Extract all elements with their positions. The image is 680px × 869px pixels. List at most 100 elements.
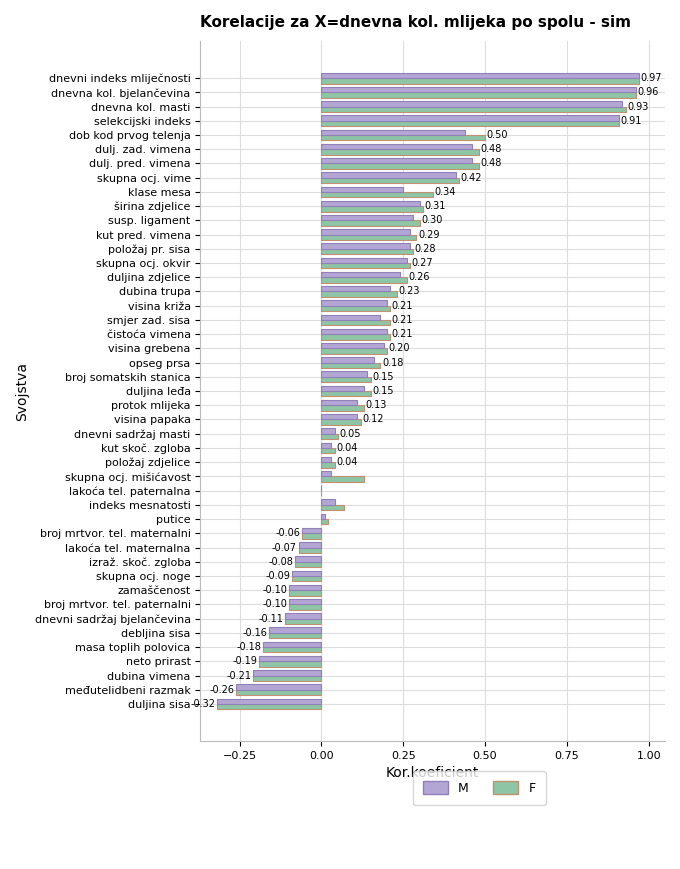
Bar <box>322 263 410 269</box>
Bar <box>322 362 380 368</box>
Text: 0.29: 0.29 <box>418 229 439 240</box>
Bar <box>322 243 410 249</box>
Text: 0.12: 0.12 <box>362 415 384 424</box>
Bar <box>322 442 331 448</box>
Text: 0.15: 0.15 <box>372 372 394 381</box>
Text: 0.20: 0.20 <box>388 343 410 354</box>
Text: -0.32: -0.32 <box>190 699 215 709</box>
Bar <box>262 647 322 653</box>
Bar <box>289 590 322 595</box>
Bar <box>322 158 472 163</box>
Bar <box>322 505 344 510</box>
Bar <box>322 400 358 405</box>
Y-axis label: Svojstva: Svojstva <box>15 362 29 421</box>
Text: -0.07: -0.07 <box>272 542 297 553</box>
Bar <box>322 129 465 135</box>
Bar <box>322 257 407 263</box>
Bar <box>322 471 331 476</box>
Bar <box>322 320 390 325</box>
Bar <box>322 87 636 92</box>
Bar <box>302 527 322 534</box>
Bar <box>322 135 485 141</box>
Text: -0.09: -0.09 <box>265 571 290 581</box>
Bar <box>262 641 322 647</box>
Text: 0.48: 0.48 <box>480 144 502 154</box>
Bar <box>322 377 371 382</box>
Text: -0.19: -0.19 <box>233 656 258 667</box>
Bar <box>322 177 459 183</box>
Bar <box>259 656 322 661</box>
Bar <box>322 73 639 78</box>
Text: 0.50: 0.50 <box>487 130 508 140</box>
Bar <box>269 627 322 633</box>
Text: 0.97: 0.97 <box>641 73 662 83</box>
Text: -0.26: -0.26 <box>209 685 235 694</box>
Bar <box>322 371 367 377</box>
Text: -0.16: -0.16 <box>243 627 267 638</box>
Bar <box>322 116 619 121</box>
Bar <box>322 306 390 311</box>
Bar <box>322 192 432 197</box>
Bar <box>322 476 364 481</box>
Text: 0.42: 0.42 <box>460 173 482 182</box>
Bar <box>253 675 322 681</box>
Text: 0.21: 0.21 <box>392 315 413 325</box>
Text: Korelacije za X=dnevna kol. mlijeka po spolu - sim: Korelacije za X=dnevna kol. mlijeka po s… <box>201 15 632 30</box>
Bar <box>217 704 322 709</box>
Bar <box>292 571 322 576</box>
Text: 0.04: 0.04 <box>336 457 358 468</box>
Text: -0.10: -0.10 <box>262 585 287 595</box>
Text: 0.93: 0.93 <box>628 102 649 111</box>
Text: 0.21: 0.21 <box>392 301 413 311</box>
Bar <box>237 690 322 695</box>
Text: 0.23: 0.23 <box>398 287 420 296</box>
Bar <box>295 561 322 567</box>
Bar <box>292 576 322 581</box>
Bar <box>322 335 390 340</box>
Bar <box>322 514 325 519</box>
Bar <box>322 215 413 221</box>
Bar <box>269 633 322 638</box>
Bar <box>289 585 322 590</box>
Bar <box>322 315 380 320</box>
Bar <box>322 277 407 282</box>
Bar <box>299 542 322 547</box>
Bar <box>322 500 335 505</box>
Text: 0.31: 0.31 <box>424 201 446 211</box>
Bar <box>302 534 322 539</box>
Bar <box>322 386 364 391</box>
Text: 0.96: 0.96 <box>637 88 658 97</box>
Bar <box>322 101 622 107</box>
Bar <box>286 614 322 619</box>
Bar <box>322 172 456 177</box>
Bar <box>322 428 335 434</box>
Text: 0.21: 0.21 <box>392 329 413 339</box>
Bar <box>322 343 384 348</box>
Text: -0.21: -0.21 <box>226 671 251 680</box>
Text: 0.30: 0.30 <box>421 216 443 225</box>
Bar <box>322 448 335 454</box>
Bar <box>322 301 387 306</box>
Text: -0.06: -0.06 <box>275 528 300 538</box>
Bar <box>259 661 322 667</box>
Text: 0.05: 0.05 <box>339 428 361 439</box>
Text: -0.10: -0.10 <box>262 600 287 609</box>
Bar <box>289 605 322 610</box>
X-axis label: Kor.koeficient: Kor.koeficient <box>386 766 479 780</box>
Bar <box>322 249 413 255</box>
Bar <box>322 291 396 297</box>
Bar <box>322 206 423 211</box>
Bar <box>322 149 479 155</box>
Bar <box>299 547 322 553</box>
Text: 0.27: 0.27 <box>411 258 433 268</box>
Bar <box>322 357 374 362</box>
Text: 0.48: 0.48 <box>480 158 502 169</box>
Bar <box>253 670 322 675</box>
Bar <box>322 286 390 291</box>
Text: 0.13: 0.13 <box>366 401 387 410</box>
Bar <box>322 328 387 335</box>
Text: 0.18: 0.18 <box>382 358 403 368</box>
Bar <box>322 434 338 439</box>
Text: 0.26: 0.26 <box>408 272 430 282</box>
Text: 0.15: 0.15 <box>372 386 394 396</box>
